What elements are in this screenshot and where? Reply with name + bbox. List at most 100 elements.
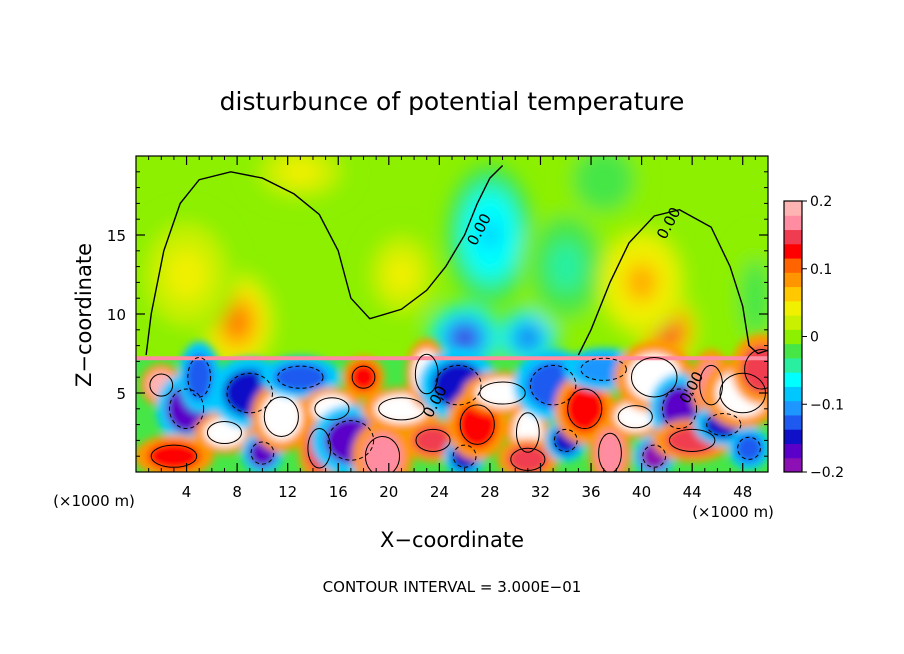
- field-feature: [521, 331, 535, 345]
- upper-field: [136, 156, 768, 373]
- colorbar-swatch: [784, 286, 802, 302]
- turbulent-feature: [596, 429, 624, 472]
- field-feature: [457, 330, 473, 345]
- contour-line: [661, 388, 698, 430]
- field-feature: [750, 285, 761, 311]
- x-tick-label: 16: [329, 483, 348, 501]
- contour-line: [150, 444, 198, 468]
- x-tick-label: 36: [581, 483, 600, 501]
- x-tick-label: 4: [182, 483, 192, 501]
- colorbar-tick-label: 0: [810, 330, 819, 346]
- turbulent-feature: [735, 434, 763, 463]
- colorbar-swatch: [784, 457, 802, 473]
- colorbar: 0.2 0.1 0 −0.1 −0.2: [783, 194, 844, 481]
- contour-line: [567, 388, 603, 430]
- contour-line: [744, 349, 768, 390]
- y-axis: 5 10 15: [107, 171, 768, 457]
- turbulent-feature: [564, 385, 605, 433]
- contour-line: [577, 208, 768, 356]
- footer-contour-interval: CONTOUR INTERVAL = 3.000E−01: [323, 578, 582, 596]
- turbulent-feature: [507, 445, 549, 472]
- colorbar-tick-label: 0.2: [810, 194, 832, 210]
- colorbar-swatch: [784, 400, 802, 416]
- colorbar-swatch: [784, 272, 802, 288]
- lower-field: [136, 333, 768, 472]
- contour-line: [706, 413, 742, 437]
- x-tick-label: 8: [232, 483, 242, 501]
- x-axis: 4 8 12 16 20 24 28 32 36 40 44 48: [148, 156, 756, 501]
- colorbar-swatch: [784, 443, 802, 459]
- x-tick-label: 48: [733, 483, 752, 501]
- contour-line: [479, 381, 526, 405]
- colorbar-swatch: [784, 243, 802, 259]
- colorbar-swatch: [784, 414, 802, 430]
- contour-line: [364, 435, 401, 472]
- field-feature: [596, 171, 612, 188]
- contour-lines: [145, 165, 768, 472]
- contour-line: [642, 444, 667, 468]
- contour-line: [263, 396, 299, 437]
- colorbar-swatch: [784, 386, 802, 402]
- field-feature: [290, 165, 311, 179]
- turbulent-feature: [261, 393, 302, 441]
- x-tick-label: 12: [278, 483, 297, 501]
- colorbar-swatch: [784, 343, 802, 359]
- field-feature: [393, 265, 410, 284]
- contour-line: [598, 432, 622, 472]
- x-tick-label: 32: [531, 483, 550, 501]
- inversion-band: [136, 356, 768, 361]
- colorbar-swatch: [784, 357, 802, 373]
- contour-line: [314, 397, 350, 421]
- plot-area: [136, 156, 768, 472]
- contour-line: [553, 428, 578, 452]
- y-tick-label: 15: [107, 227, 126, 245]
- x-tick-label: 44: [683, 483, 702, 501]
- contour-line: [226, 372, 274, 414]
- turbulent-feature: [362, 432, 403, 472]
- y-axis-label: Z−coordinate: [72, 243, 96, 387]
- turbulent-feature: [185, 353, 214, 401]
- colorbar-swatch: [784, 329, 802, 345]
- turbulent-feature: [349, 362, 378, 392]
- contour-line: [187, 356, 212, 398]
- field-feature: [556, 253, 575, 280]
- x-tick-label: 24: [430, 483, 449, 501]
- colorbar-tick-label: −0.1: [810, 397, 844, 413]
- contour-line: [327, 420, 375, 461]
- turbulent-features: [136, 333, 768, 472]
- contour-line: [206, 420, 243, 445]
- colorbar-tick-label: −0.2: [810, 465, 844, 481]
- x-tick-label: 28: [480, 483, 499, 501]
- contour-line: [435, 364, 482, 406]
- contour-line: [630, 356, 678, 398]
- contour-line: [699, 364, 723, 406]
- contour-line: [737, 436, 761, 460]
- contour-line: [515, 412, 540, 453]
- colorbar-swatch: [784, 215, 802, 231]
- colorbar-swatch: [784, 201, 802, 216]
- contour-line: [149, 373, 174, 397]
- contour-line: [668, 428, 716, 452]
- field-feature: [176, 261, 197, 288]
- contour-line: [145, 165, 504, 356]
- contour-line: [378, 397, 425, 421]
- field-feature: [229, 311, 245, 333]
- colorbar-swatch: [784, 258, 802, 273]
- turbulent-feature: [147, 441, 201, 471]
- contour-line: [168, 388, 205, 430]
- contour-line: [459, 404, 495, 445]
- contour-line: [452, 444, 477, 468]
- contour-line: [351, 365, 376, 389]
- chart-title: disturbunce of potential temperature: [220, 87, 685, 116]
- colorbar-swatch: [784, 315, 802, 330]
- colorbar-swatch: [784, 429, 802, 444]
- contour-line: [307, 428, 332, 469]
- contour-line: [414, 353, 439, 395]
- x-unit-label: (×1000 m): [692, 503, 774, 521]
- x-tick-label: 20: [379, 483, 398, 501]
- x-tick-label: 40: [632, 483, 651, 501]
- turbulent-feature: [412, 426, 454, 455]
- contour-line: [580, 357, 627, 381]
- field-feature: [481, 220, 499, 250]
